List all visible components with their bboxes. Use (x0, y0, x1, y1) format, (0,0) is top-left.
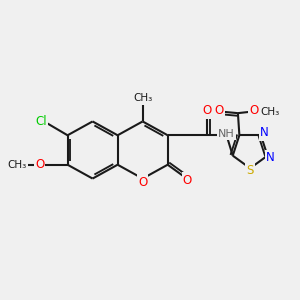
Text: O: O (215, 104, 224, 117)
Text: O: O (183, 173, 192, 187)
Text: CH₃: CH₃ (260, 107, 279, 117)
Text: N: N (266, 152, 275, 164)
Text: NH: NH (218, 129, 235, 139)
Text: O: O (250, 104, 259, 117)
Text: CH₃: CH₃ (133, 94, 152, 103)
Text: O: O (203, 104, 212, 117)
Text: S: S (246, 164, 254, 177)
Text: CH₃: CH₃ (8, 160, 27, 170)
Text: Cl: Cl (35, 115, 47, 128)
Text: O: O (138, 176, 147, 189)
Text: N: N (260, 126, 269, 140)
Text: O: O (35, 158, 44, 171)
